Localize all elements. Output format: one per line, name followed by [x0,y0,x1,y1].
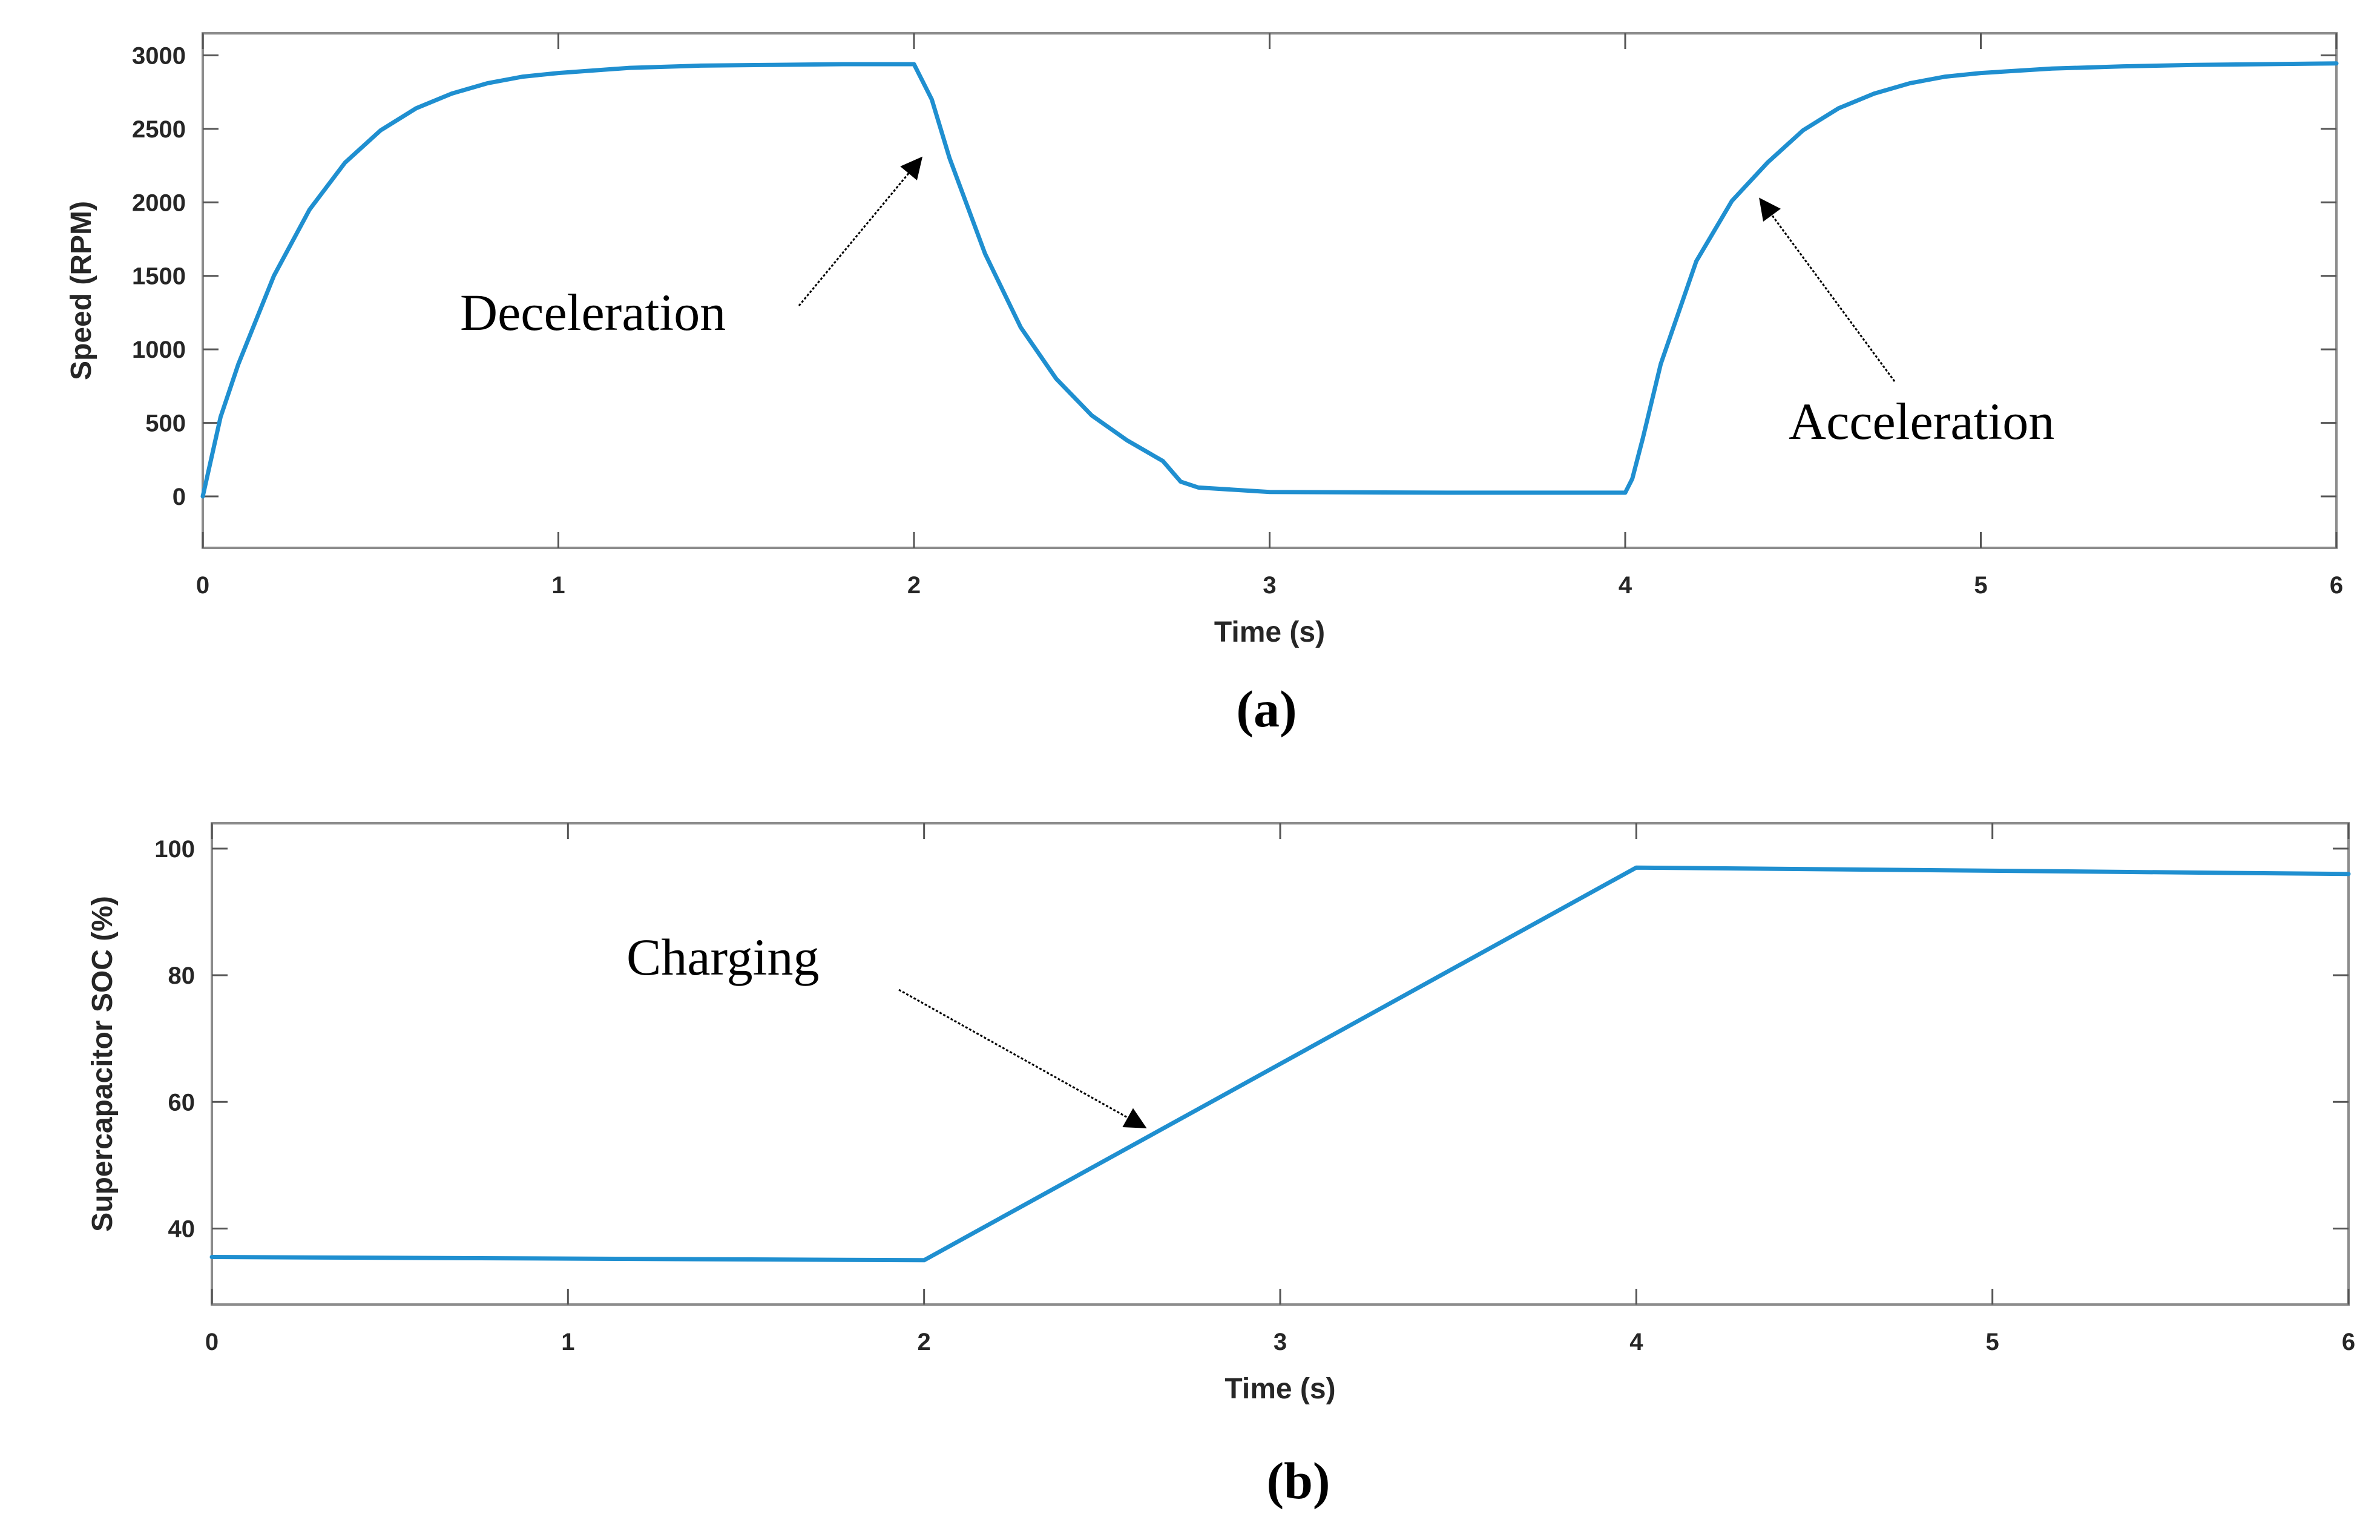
panel-label: (b) [1266,1452,1330,1510]
annotation-label: Deceleration [460,283,726,341]
plot-frame-1 [202,32,2338,549]
x-tick-label: 6 [2330,572,2343,599]
y-tick-label: 100 [154,836,195,863]
y-tick-label: 0 [173,484,186,510]
series-line-1-1 [200,61,2339,499]
x-axis-label: Time (s) [1214,616,1325,648]
y-tick-label: 80 [168,962,196,989]
y-axis-label: Supercapacitor SOC (%) [87,896,119,1232]
x-axis-label: Time (s) [1225,1373,1335,1405]
x-tick-label: 6 [2342,1329,2355,1355]
series-line-2-1 [209,865,2351,1263]
annotation-label: Acceleration [1789,392,2054,450]
annotation-label: Charging [626,928,820,986]
panel-label: (a) [1236,680,1297,738]
x-tick-label: 3 [1263,572,1276,599]
x-tick-label: 1 [551,572,565,599]
x-tick-label: 0 [205,1329,219,1355]
y-tick-label: 2500 [132,116,186,143]
annotation-arrow [798,156,923,306]
x-tick-label: 0 [196,572,209,599]
y-axis-label: Speed (RPM) [65,201,97,380]
x-tick-label: 3 [1274,1329,1287,1355]
y-tick-label: 40 [168,1216,196,1242]
x-tick-label: 2 [907,572,921,599]
y-tick-label: 1500 [132,263,186,290]
y-tick-label: 2000 [132,189,186,216]
y-tick-label: 1000 [132,337,186,363]
y-tick-label: 60 [168,1089,196,1116]
x-tick-label: 5 [1986,1329,1999,1355]
x-tick-label: 4 [1619,572,1632,599]
y-tick-label: 3000 [132,42,186,69]
annotation-arrow [1759,197,1896,382]
annotation-arrow [898,989,1147,1128]
x-tick-label: 4 [1629,1329,1643,1355]
x-tick-label: 2 [918,1329,931,1355]
x-tick-label: 1 [561,1329,574,1355]
y-tick-label: 500 [145,410,186,437]
x-tick-label: 5 [1974,572,1987,599]
